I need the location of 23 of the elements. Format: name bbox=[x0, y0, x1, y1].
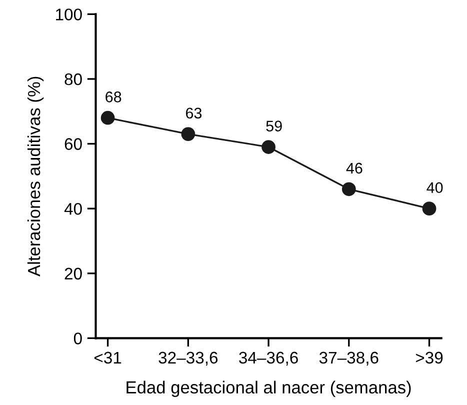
x-axis-title: Edad gestacional al nacer (semanas) bbox=[126, 380, 411, 397]
y-tick-label: 60 bbox=[64, 138, 82, 150]
point bbox=[100, 110, 115, 125]
x-tick-label: 32–33,6 bbox=[158, 352, 218, 366]
x-tick-label: 37–38,6 bbox=[319, 352, 378, 366]
point bbox=[422, 202, 436, 216]
data-label: 46 bbox=[346, 162, 362, 174]
y-tick-label: 80 bbox=[64, 73, 82, 86]
x-tick-label: <31 bbox=[94, 352, 122, 364]
data-label: 63 bbox=[186, 108, 202, 119]
data-label: 59 bbox=[266, 120, 282, 132]
point bbox=[262, 140, 276, 154]
point bbox=[181, 127, 196, 141]
y-tick-label: 20 bbox=[64, 268, 82, 280]
y-axis-title: Alteraciones auditivas (%) bbox=[27, 76, 44, 276]
point bbox=[342, 182, 356, 196]
y-tick-label: 40 bbox=[64, 202, 82, 215]
x-tick-label: 34–36,6 bbox=[239, 352, 298, 366]
x-tick-label: >39 bbox=[416, 352, 443, 364]
y-tick-label: 0 bbox=[74, 332, 82, 344]
data-label: 68 bbox=[106, 92, 122, 102]
data-label: 40 bbox=[426, 182, 443, 194]
y-tick-label: 100 bbox=[56, 8, 82, 20]
